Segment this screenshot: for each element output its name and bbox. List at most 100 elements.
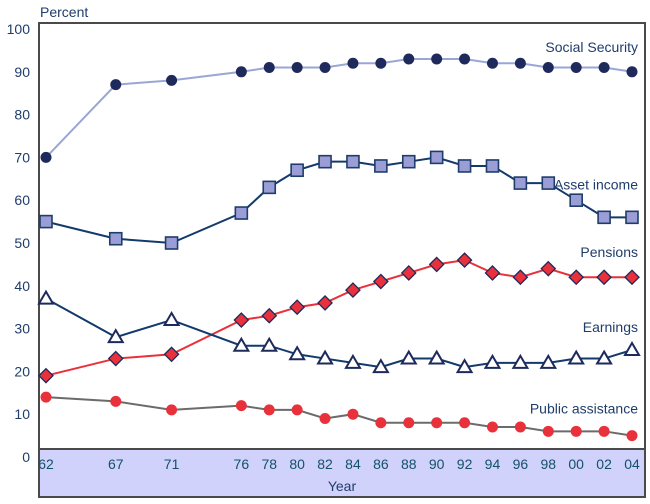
data-point [431, 53, 443, 65]
y-axis-title: Percent [40, 4, 88, 20]
x-tick-label: 02 [596, 456, 612, 472]
data-point [570, 62, 582, 74]
data-point [400, 265, 417, 281]
data-point [374, 159, 388, 173]
data-point [262, 180, 277, 195]
x-tick-label: 88 [401, 456, 417, 472]
data-point [40, 151, 52, 163]
data-point [263, 62, 275, 74]
data-point [38, 367, 54, 384]
data-point [347, 408, 359, 420]
x-tick-label: 84 [345, 456, 361, 472]
data-point [318, 154, 332, 169]
data-point [595, 349, 613, 365]
data-point [166, 74, 178, 86]
data-point [626, 430, 638, 442]
data-point [484, 265, 501, 281]
series-asset-income: Asset income [39, 150, 639, 250]
y-tick-label: 0 [22, 449, 30, 465]
data-point [345, 282, 361, 298]
data-point [260, 336, 278, 352]
data-point [486, 421, 498, 433]
data-point [598, 425, 610, 437]
data-point [263, 404, 275, 416]
data-point [459, 53, 471, 65]
data-point [289, 299, 306, 316]
data-point [428, 256, 445, 273]
series-social-security: Social Security [40, 39, 638, 163]
data-point [261, 307, 278, 324]
data-point [540, 260, 557, 277]
x-tick-label: 71 [164, 456, 180, 472]
data-point [569, 193, 583, 207]
y-tick-label: 90 [14, 64, 30, 80]
data-point [456, 252, 473, 269]
data-point [403, 53, 415, 65]
data-point [347, 57, 359, 69]
series-group: Social Security Asset income Pensions Earni… [37, 39, 641, 442]
data-point [625, 210, 639, 225]
data-point [541, 176, 556, 190]
x-tick-label: 98 [540, 456, 556, 472]
x-tick-label: 90 [429, 456, 445, 472]
data-point [317, 295, 333, 311]
data-point [346, 154, 360, 169]
y-tick-label: 30 [14, 321, 30, 337]
y-tick-label: 10 [14, 406, 30, 422]
y-tick-label: 50 [14, 235, 30, 251]
data-point [539, 353, 558, 369]
data-point [290, 163, 304, 178]
data-point [110, 395, 122, 407]
data-point [37, 289, 55, 305]
data-point [107, 350, 124, 367]
series-earnings: Earnings [37, 289, 641, 374]
y-tick-label: 40 [14, 278, 30, 294]
data-point [375, 417, 387, 429]
data-point [514, 421, 526, 433]
y-tick-label: 70 [14, 149, 30, 165]
series-line [45, 57, 633, 159]
data-point [110, 79, 122, 91]
data-point [401, 154, 416, 169]
data-point [598, 62, 610, 74]
data-point [457, 159, 472, 173]
data-point [511, 353, 530, 369]
data-point [403, 417, 415, 429]
data-point [316, 349, 334, 365]
series-line [45, 156, 632, 245]
x-axis-band [39, 449, 645, 497]
x-tick-label: 94 [485, 456, 501, 472]
series-label: Pensions [580, 244, 638, 260]
data-point [567, 349, 585, 365]
x-tick-label: 86 [373, 456, 389, 472]
data-point [234, 206, 249, 220]
data-point [542, 425, 554, 437]
data-point [597, 210, 611, 225]
data-point [455, 358, 474, 374]
x-tick-label: 80 [289, 456, 305, 472]
x-tick-label: 62 [38, 456, 54, 472]
x-tick-labels: 62 67 71 76 78 80 82 84 86 88 90 92 94 96 98 00 02 04 [38, 456, 640, 472]
data-point [486, 57, 498, 69]
series-pensions: Pensions [38, 244, 640, 384]
data-point [372, 273, 389, 290]
data-point [596, 269, 613, 286]
data-point [513, 176, 528, 190]
plot-frame [38, 22, 646, 498]
x-tick-label: 04 [624, 456, 640, 472]
data-point [512, 269, 529, 286]
data-point [232, 336, 251, 352]
x-tick-label: 96 [513, 456, 529, 472]
data-point [291, 62, 303, 74]
data-point [288, 345, 306, 361]
data-point [344, 353, 362, 369]
data-point [107, 328, 125, 344]
x-tick-label: 67 [108, 456, 124, 472]
data-point [483, 353, 502, 369]
data-point [164, 236, 179, 250]
x-tick-label: 78 [261, 456, 277, 472]
data-point [514, 57, 526, 69]
x-tick-label: 82 [317, 456, 333, 472]
y-tick-label: 80 [14, 107, 30, 123]
